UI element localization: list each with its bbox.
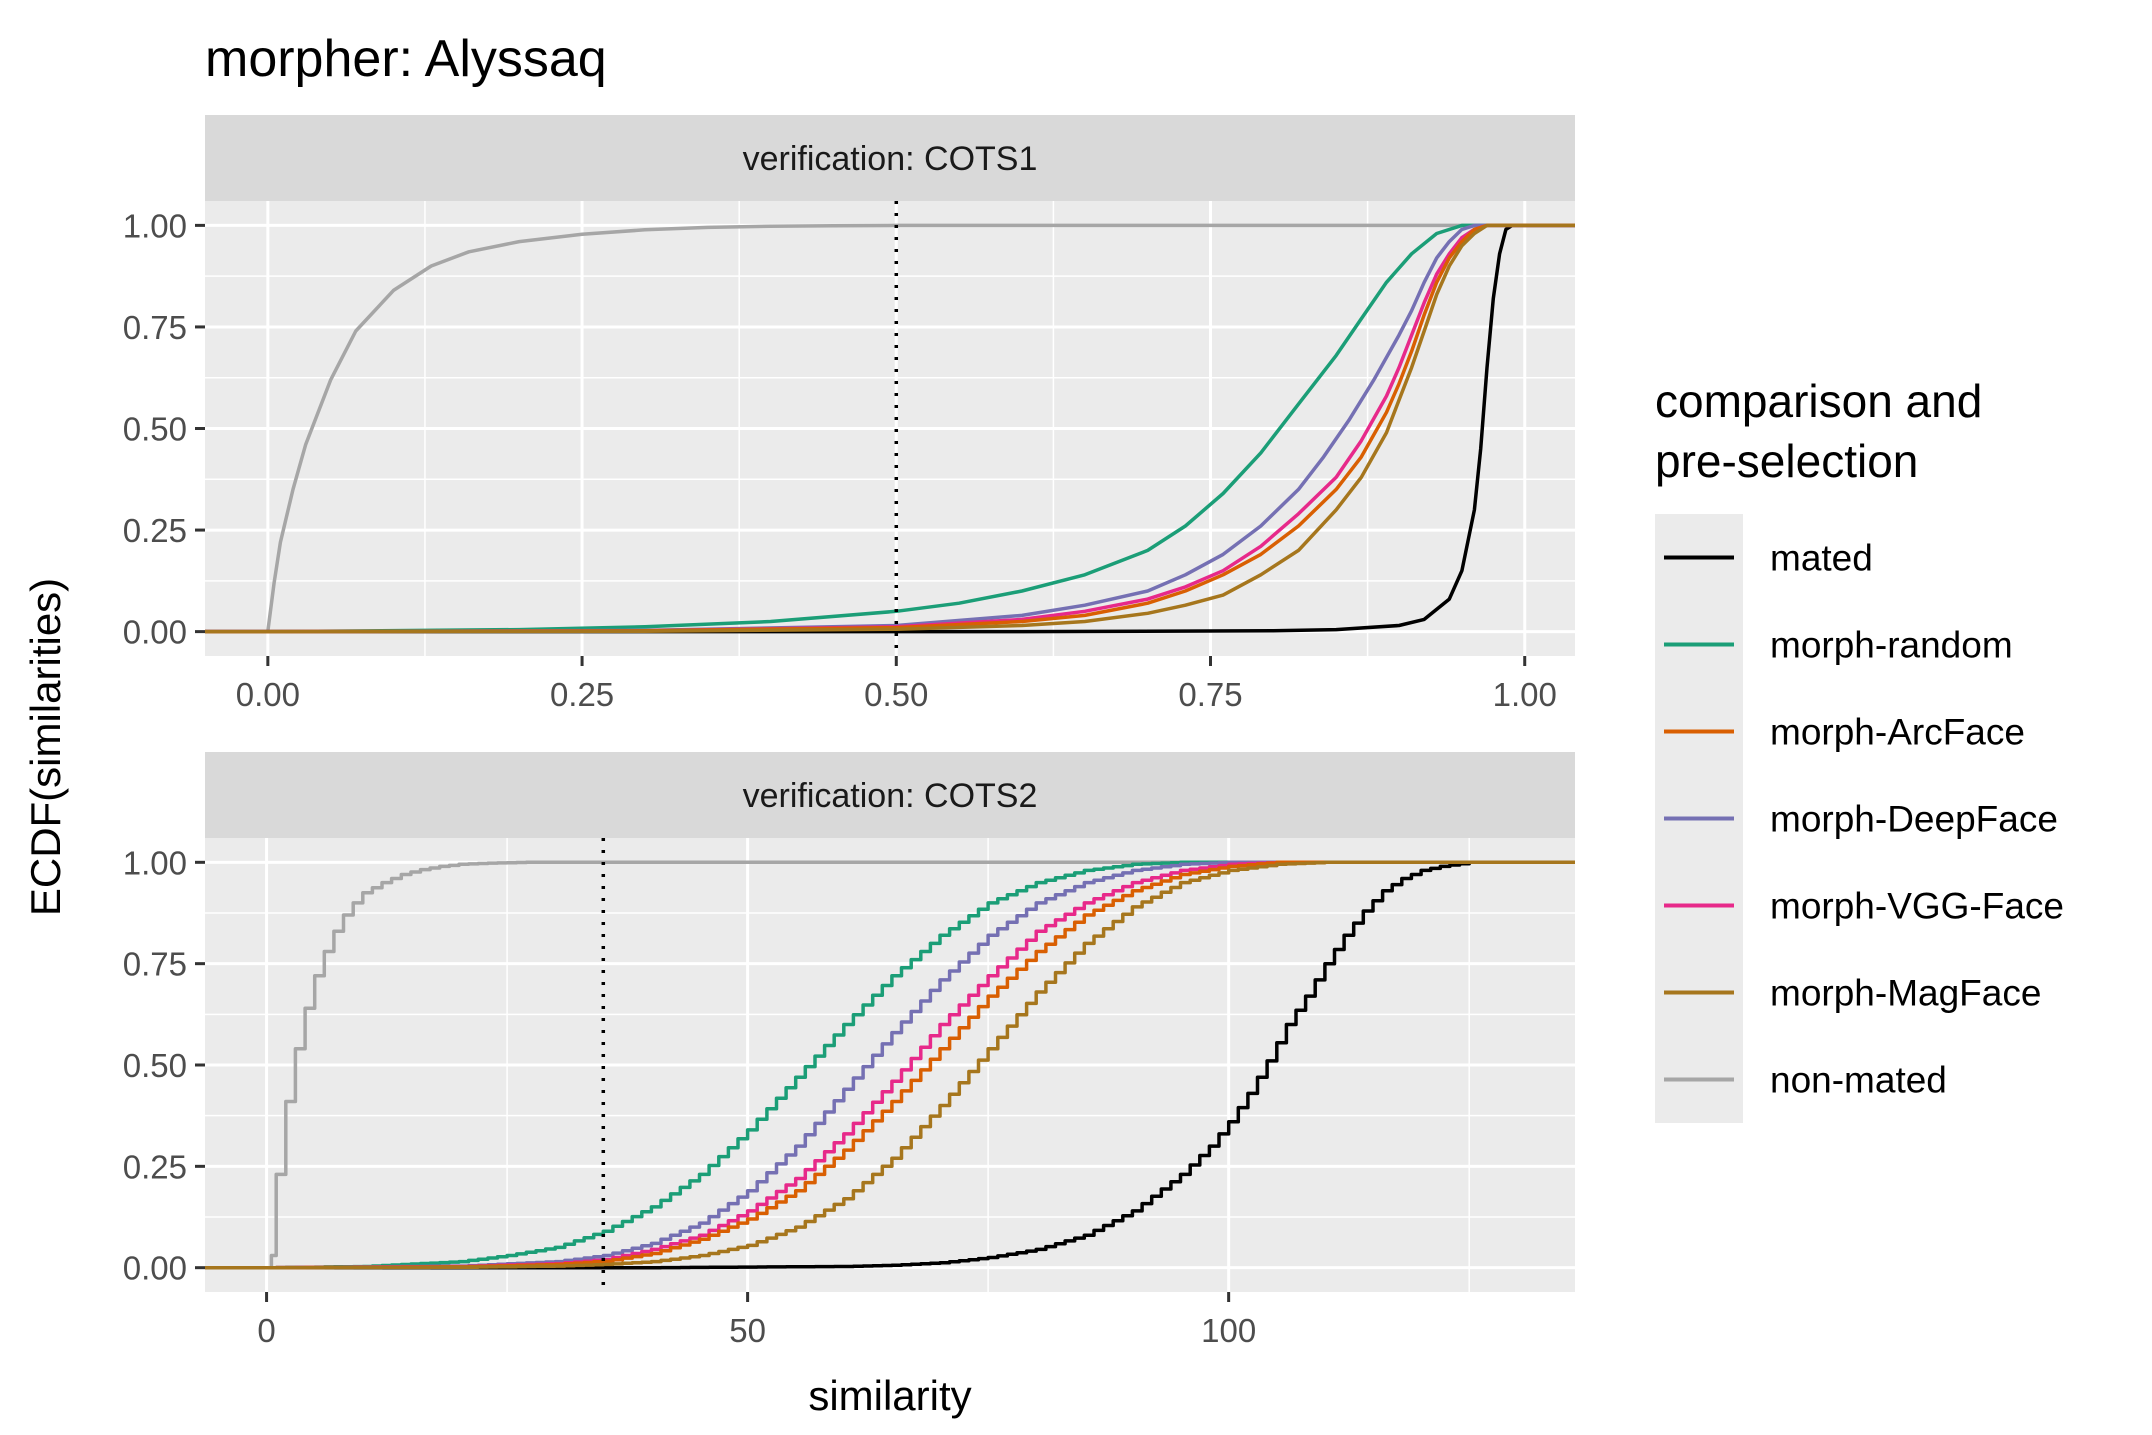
legend-label-morph-deepface: morph-DeepFace (1770, 799, 2058, 840)
x-axis-label: similarity (808, 1372, 971, 1419)
legend-label-morph-arcface: morph-ArcFace (1770, 712, 2025, 753)
facet-1-y-tick-label-4: 1.00 (123, 207, 187, 244)
facet-1-series-morph-deepface-line (205, 223, 1575, 634)
facet-2-y-tick-label-1: 0.25 (123, 1148, 187, 1185)
facet-1-y-tick-label-0: 0.00 (123, 614, 187, 651)
facet-1-series-morph-arcface-line (205, 223, 1575, 634)
facet-1-series-morph-magface-line (205, 223, 1575, 634)
facet-2-series-morph-magface-line (205, 860, 1575, 1270)
legend-label-morph-vgg-face: morph-VGG-Face (1770, 886, 2064, 927)
facet-2-y-tick-label-0: 0.00 (123, 1250, 187, 1287)
facet-2-y-tick-label-4: 1.00 (123, 844, 187, 881)
facet-1-x-tick-label-0: 0.00 (236, 676, 300, 713)
legend-label-morph-magface: morph-MagFace (1770, 973, 2041, 1014)
facet-2-x-tick-label-2: 100 (1201, 1312, 1256, 1349)
facet-1-strip-label: verification: COTS1 (743, 140, 1038, 178)
facet-2-strip-label: verification: COTS2 (743, 777, 1038, 815)
facet-1-y-tick-label-1: 0.25 (123, 512, 187, 549)
facet-1-series-mated-line (205, 223, 1575, 634)
facet-1-y-tick-label-2: 0.50 (123, 411, 187, 448)
facet-2-y-tick-label-2: 0.50 (123, 1047, 187, 1084)
facet-2-x-tick-label-0: 0 (257, 1312, 275, 1349)
facet-1-x-tick-label-4: 1.00 (1493, 676, 1557, 713)
facet-2-strip (205, 752, 1575, 838)
legend-title-line-2: pre-selection (1655, 435, 1918, 487)
legend-label-morph-random: morph-random (1770, 625, 2013, 666)
legend-title-line-1: comparison and (1655, 375, 1982, 427)
facet-1-x-tick-label-2: 0.50 (864, 676, 928, 713)
facet-1-y-tick-label-3: 0.75 (123, 309, 187, 346)
facet-2-x-tick-label-1: 50 (729, 1312, 766, 1349)
legend-label-mated: mated (1770, 538, 1873, 579)
chart-title: morpher: Alyssaq (205, 30, 607, 88)
facet-1-strip (205, 115, 1575, 201)
facet-1-x-tick-label-1: 0.25 (550, 676, 614, 713)
facet-1-series-morph-random-line (205, 223, 1575, 634)
legend-label-non-mated: non-mated (1770, 1060, 1947, 1101)
facet-2-y-tick-label-3: 0.75 (123, 946, 187, 983)
facet-1-series-non-mated-line (205, 223, 1575, 634)
facet-1-x-tick-label-3: 0.75 (1178, 676, 1242, 713)
y-axis-label: ECDF(similarities) (22, 578, 69, 916)
